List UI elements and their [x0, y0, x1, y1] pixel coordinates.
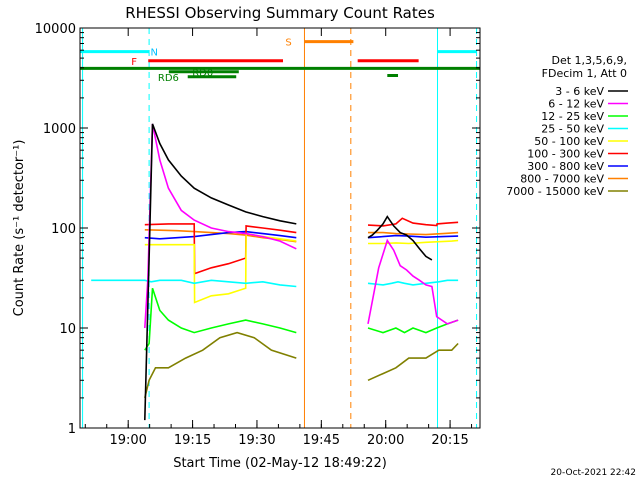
series-line-8-seg-0 — [144, 331, 297, 399]
flag-label-6: RD6 — [158, 73, 179, 84]
y-tick-label-3: 1000 — [43, 122, 76, 137]
series-line-5-seg-1 — [367, 217, 459, 227]
plot-area-frame — [79, 27, 481, 429]
axis-ticks: 19:00 19:15 19:30 19:45 20:00 20:15 1 10 100 1000… — [35, 22, 480, 448]
flag-label-0: N — [151, 48, 158, 59]
legend-label-6: 300 - 800 keV — [527, 160, 604, 173]
legend-label-7: 800 - 7000 keV — [520, 173, 604, 186]
series-line-4-seg-0 — [144, 232, 297, 304]
series-line-0-seg-0 — [144, 123, 297, 421]
y-tick-label-1: 10 — [59, 322, 76, 337]
flag-bars: N F S RD0 RD6 — [80, 38, 480, 84]
series-line-4-seg-1 — [368, 239, 459, 245]
legend-label-2: 12 - 25 keV — [541, 110, 604, 123]
series-line-7-seg-1 — [368, 231, 459, 236]
legend-label-4: 50 - 100 keV — [534, 135, 604, 148]
legend-label-5: 100 - 300 keV — [527, 148, 604, 161]
x-tick-label-3: 19:45 — [303, 433, 340, 448]
x-tick-label-1: 19:15 — [174, 433, 211, 448]
series-line-1-seg-0 — [144, 123, 297, 329]
series-line-3-seg-1 — [367, 279, 459, 286]
vertical-markers — [82, 28, 478, 428]
x-tick-label-0: 19:00 — [109, 433, 146, 448]
y-axis-label: Count Rate (s⁻¹ detector⁻¹) — [12, 140, 27, 317]
y-tick-label-4: 10000 — [35, 22, 76, 37]
series-lines — [91, 123, 459, 421]
chart-title: RHESSI Observing Summary Count Rates — [125, 4, 435, 22]
legend: Det 1,3,5,6,9,FDecim 1, Att 0 3 - 6 keV6 … — [506, 54, 628, 198]
series-line-1-seg-1 — [367, 238, 459, 325]
x-tick-label-2: 19:30 — [238, 433, 275, 448]
x-tick-label-4: 20:00 — [367, 433, 404, 448]
x-tick-label-5: 20:15 — [431, 433, 468, 448]
series-line-3-seg-0 — [91, 279, 297, 288]
legend-label-8: 7000 - 15000 keV — [506, 185, 604, 198]
y-tick-label-0: 1 — [68, 422, 76, 437]
y-tick-label-2: 100 — [51, 222, 76, 237]
series-line-8-seg-1 — [367, 342, 459, 382]
series-line-5-seg-0 — [144, 223, 297, 275]
series-line-6-seg-1 — [367, 234, 459, 239]
series-line-0-seg-1 — [367, 215, 433, 261]
legend-header-line-0: Det 1,3,5,6,9, — [551, 54, 627, 67]
legend-label-0: 3 - 6 keV — [555, 85, 604, 98]
legend-label-1: 6 - 12 keV — [548, 98, 604, 111]
series-line-2-seg-0 — [144, 287, 297, 351]
legend-header-line-1: FDecim 1, Att 0 — [542, 67, 627, 80]
x-axis-label: Start Time (02-May-12 18:49:22) — [173, 456, 387, 471]
flag-label-4: RD0 — [192, 68, 213, 79]
legend-label-3: 25 - 50 keV — [541, 123, 604, 136]
flag-label-1: F — [131, 57, 137, 68]
flag-label-2: S — [285, 38, 291, 49]
series-line-6-seg-0 — [144, 230, 297, 240]
series-line-2-seg-1 — [367, 319, 459, 334]
footer-timestamp: 20-Oct-2021 22:42 — [551, 468, 636, 478]
